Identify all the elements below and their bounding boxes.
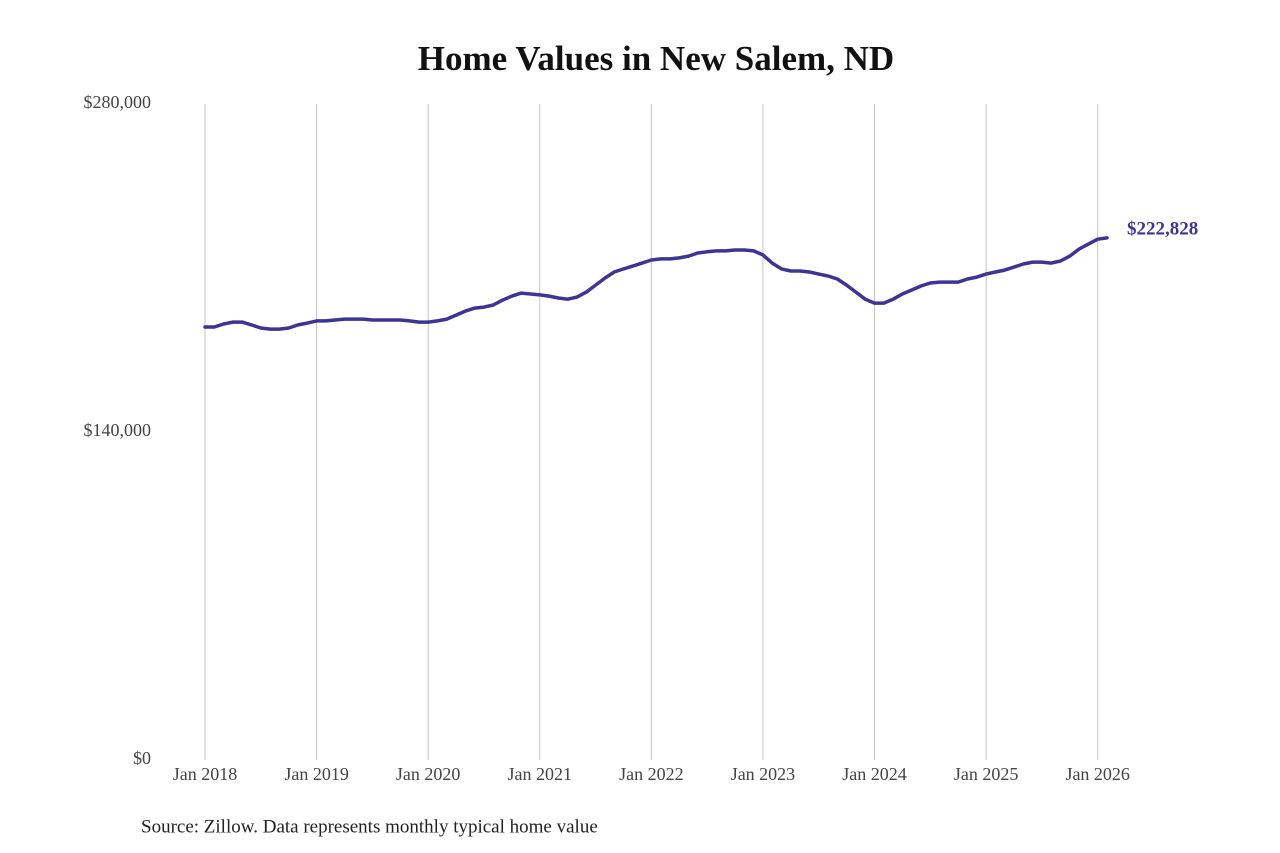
x-tick-label: Jan 2021 <box>508 764 573 784</box>
x-tick-label: Jan 2023 <box>731 764 796 784</box>
y-tick-label: $280,000 <box>84 92 152 112</box>
x-tick-label: Jan 2020 <box>396 764 461 784</box>
x-tick-label: Jan 2022 <box>619 764 684 784</box>
series-line <box>203 236 1109 331</box>
x-tick-label: Jan 2019 <box>284 764 349 784</box>
x-tick-label: Jan 2024 <box>842 764 907 784</box>
y-tick-label: $0 <box>133 748 151 768</box>
y-tick-label: $140,000 <box>84 420 152 440</box>
chart-title: Home Values in New Salem, ND <box>418 39 894 78</box>
source-note: Source: Zillow. Data represents monthly … <box>141 816 598 837</box>
x-tick-label: Jan 2025 <box>954 764 1019 784</box>
data-label: $222,828 <box>1127 218 1198 239</box>
x-tick-label: Jan 2018 <box>173 764 238 784</box>
x-tick-label: Jan 2026 <box>1065 764 1130 784</box>
